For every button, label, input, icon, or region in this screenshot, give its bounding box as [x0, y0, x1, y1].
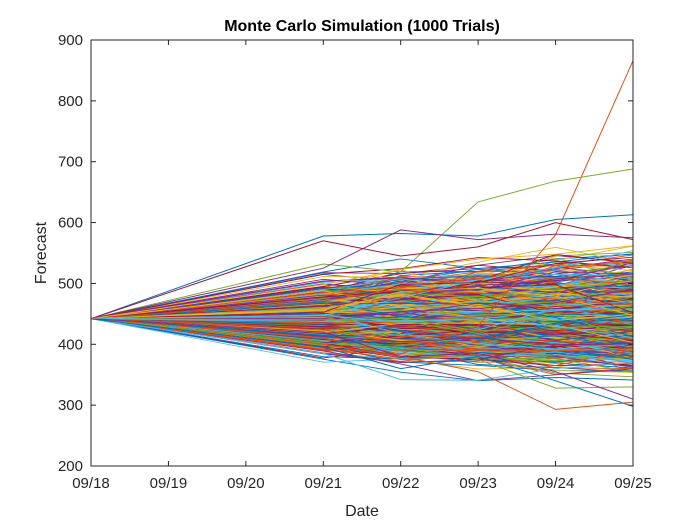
axes-layer: 09/18 09/19 09/20 09/21 09/22 09/23 09/24 09/25…: [58, 32, 652, 492]
trial-line: [90, 304, 634, 323]
trial-line-extreme: [90, 168, 634, 320]
x-tick-label: 09/18: [72, 475, 110, 492]
y-axis-label: Forecast: [33, 221, 50, 284]
trial-line: [90, 318, 634, 352]
x-tick-label: 09/19: [150, 475, 188, 492]
trial-line: [90, 293, 634, 321]
trial-line-extreme: [90, 318, 634, 381]
trial-line: [90, 312, 634, 340]
plot-area: [91, 40, 633, 466]
trial-line: [90, 246, 634, 320]
trial-line-extreme: [90, 318, 634, 407]
trial-line: [90, 318, 634, 382]
x-axis-label: Date: [345, 503, 379, 520]
y-tick-label: 800: [58, 93, 83, 110]
trial-line: [90, 306, 634, 324]
y-tick-label: 700: [58, 154, 83, 171]
trial-line: [90, 307, 634, 326]
trial-line: [90, 315, 634, 342]
trial-line: [90, 262, 634, 320]
x-tick-label: 09/22: [382, 475, 420, 492]
x-tick-label: 09/20: [227, 475, 265, 492]
trial-line: [90, 314, 634, 339]
trial-line: [90, 301, 634, 320]
axes-box: [90, 39, 634, 467]
trial-line: [90, 276, 634, 320]
y-tick-label: 900: [58, 32, 83, 49]
trial-line: [90, 318, 634, 382]
trial-line: [90, 318, 634, 363]
trial-line-extreme: [90, 318, 634, 400]
y-tick-label: 500: [58, 275, 83, 292]
y-tick-label: 400: [58, 336, 83, 353]
series-layer: [90, 60, 634, 410]
chart-title: Monte Carlo Simulation (1000 Trials): [224, 18, 500, 35]
x-tick-label: 09/24: [537, 475, 575, 492]
y-tick-label: 200: [58, 458, 83, 475]
trial-line: [90, 317, 634, 333]
trial-line: [90, 288, 634, 320]
x-tick-label: 09/23: [459, 475, 497, 492]
trial-line-extreme: [90, 60, 634, 355]
trial-line-extreme: [90, 229, 634, 320]
trial-line: [90, 317, 634, 348]
trial-line: [90, 302, 634, 337]
trial-line-extreme: [90, 318, 634, 410]
trial-line: [90, 302, 634, 320]
trial-line: [90, 318, 634, 350]
x-tick-label: 09/25: [614, 475, 652, 492]
trial-line-extreme: [90, 222, 634, 320]
trial-line-extreme: [90, 318, 634, 389]
trial-line: [90, 276, 634, 320]
x-tick-label: 09/21: [305, 475, 343, 492]
y-tick-label: 300: [58, 397, 83, 414]
trial-line: [90, 265, 634, 320]
trial-line-extreme: [90, 245, 634, 320]
y-tick-label: 600: [58, 215, 83, 232]
trial-line: [90, 256, 634, 320]
